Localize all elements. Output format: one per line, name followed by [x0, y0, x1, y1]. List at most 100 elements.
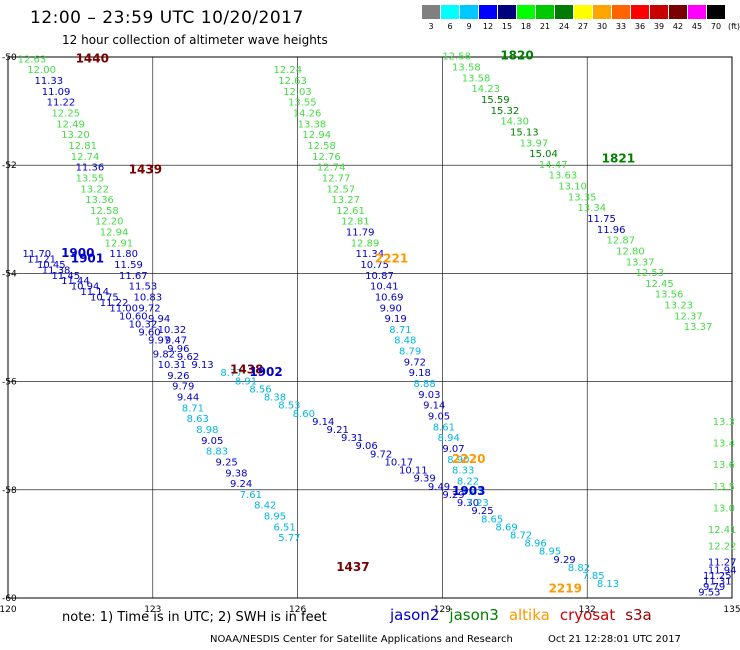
- wave-height-value: 12.53: [635, 268, 664, 279]
- wave-height-value: 9.90: [380, 303, 402, 314]
- wave-height-value: 12.45: [645, 279, 674, 290]
- scale-label: 21: [539, 22, 551, 31]
- wave-height-value: 11.67: [119, 271, 148, 282]
- scale-swatch: [479, 5, 497, 19]
- wave-height-value: 8.61: [433, 422, 455, 433]
- wave-height-value: 10.69: [375, 292, 404, 303]
- wave-height-value: 11.34: [356, 249, 385, 260]
- wave-height-value: 8.60: [293, 409, 315, 420]
- wave-height-value: 11.14: [80, 287, 109, 298]
- wave-height-value: 9.79: [703, 582, 725, 593]
- wave-height-value: 13.22: [80, 184, 109, 195]
- track-label: 1902: [249, 365, 282, 379]
- scale-swatch: [498, 5, 516, 19]
- scale-swatch: [707, 5, 725, 19]
- wave-height-value: 12.63: [18, 54, 47, 65]
- wave-height-value: 10.60: [119, 311, 148, 322]
- wave-height-value: 12.00: [27, 65, 56, 76]
- wave-height-value: 13.23: [664, 301, 693, 312]
- grid: [7, 56, 733, 599]
- wave-height-value: 13.37: [626, 257, 655, 268]
- wave-height-value: 12.24: [273, 65, 302, 76]
- wave-height-value: 10.83: [133, 292, 162, 303]
- wave-height-value: 9.47: [165, 336, 187, 347]
- wave-height-value: 13.3: [713, 417, 735, 428]
- wave-height-value: 11.45: [51, 271, 80, 282]
- wave-height-value: 7.61: [240, 490, 262, 501]
- wave-height-value: 13.34: [578, 203, 607, 214]
- scale-swatch: [669, 5, 687, 19]
- wave-height-value: 12.58: [442, 52, 471, 63]
- scale-swatch: [460, 5, 478, 19]
- wave-height-value: 12.87: [607, 236, 636, 247]
- wave-height-value: 9.39: [413, 474, 435, 485]
- scale-label: 3: [428, 22, 434, 31]
- wave-height-value: 13.63: [549, 171, 578, 182]
- wave-height-value: 8.88: [413, 379, 435, 390]
- wave-height-value: 12.61: [336, 206, 365, 217]
- scale-label: 70: [710, 22, 722, 31]
- legend-item: jason3: [449, 606, 499, 624]
- track-label: 1437: [336, 560, 369, 574]
- wave-height-value: 9.79: [172, 382, 194, 393]
- wave-height-value: 12.80: [616, 246, 645, 257]
- wave-height-value: 8.22: [457, 476, 479, 487]
- scale-label: 18: [520, 22, 532, 31]
- wave-height-value: 12.74: [317, 163, 346, 174]
- track-label: 1439: [129, 162, 162, 176]
- track-label: 2220: [452, 452, 485, 466]
- wave-height-value: 12.81: [68, 141, 97, 152]
- wave-height-value: 8.69: [495, 522, 517, 533]
- wave-height-value: 11.36: [76, 163, 105, 174]
- wave-height-value: 12.58: [90, 206, 119, 217]
- wave-height-value: 8.94: [438, 433, 460, 444]
- wave-height-value: 8.53: [278, 401, 300, 412]
- timestamp: Oct 21 12:28:01 UTC 2017: [548, 634, 681, 645]
- wave-height-value: 10.45: [37, 260, 66, 271]
- data-points: 12.6312.0011.3311.0911.2212.2512.4913.20…: [18, 52, 737, 599]
- y-tick-label: -60: [2, 594, 17, 604]
- wave-height-value: 8.65: [481, 514, 503, 525]
- wave-height-value: 11.44: [61, 276, 90, 287]
- wave-height-value: 13.37: [684, 322, 713, 333]
- wave-height-value: 15.04: [529, 149, 558, 160]
- scale-label: 6: [447, 22, 453, 31]
- wave-height-value: 9.06: [356, 441, 378, 452]
- wave-height-value: 9.13: [191, 360, 213, 371]
- wave-height-value: 13.35: [568, 192, 597, 203]
- wave-height-value: 12.20: [95, 217, 124, 228]
- wave-height-value: 12.91: [105, 238, 134, 249]
- wave-height-value: 13.6: [713, 460, 735, 471]
- wave-height-value: 8.48: [394, 336, 416, 347]
- wave-height-value: 15.13: [510, 127, 539, 138]
- wave-height-value: 11.33: [35, 76, 64, 87]
- wave-height-value: 11.53: [129, 282, 158, 293]
- wave-height-value: 8.79: [399, 347, 421, 358]
- wave-height-value: 10.41: [370, 282, 399, 293]
- wave-height-value: 12.37: [674, 311, 703, 322]
- wave-height-value: 9.97: [148, 336, 170, 347]
- wave-height-value: 10.32: [129, 320, 158, 331]
- wave-height-value: 11.22: [100, 298, 129, 309]
- scale-swatch: [593, 5, 611, 19]
- page-subtitle: 12 hour collection of altimeter wave hei…: [62, 33, 328, 47]
- wave-height-value: 12.25: [51, 109, 80, 120]
- wave-height-value: 9.44: [177, 393, 199, 404]
- track-label: 2221: [375, 252, 408, 266]
- wave-height-value: 12.41: [708, 525, 737, 536]
- scale-label: 27: [577, 22, 589, 31]
- scale-swatch: [574, 5, 592, 19]
- wave-height-value: 8.83: [206, 447, 228, 458]
- y-tick-label: -50: [2, 53, 17, 63]
- wave-height-value: 9.38: [225, 468, 247, 479]
- x-tick-label: 132: [579, 605, 596, 615]
- wave-height-value: 10.75: [360, 260, 389, 271]
- wave-height-value: 12.57: [327, 184, 356, 195]
- scale-swatch: [688, 5, 706, 19]
- legend-item: jason2: [390, 606, 440, 624]
- wave-height-value: 12.74: [71, 152, 100, 163]
- wave-height-value: 13.0: [713, 503, 735, 514]
- scale-label: 12: [482, 22, 494, 31]
- wave-height-value: 8.91: [235, 376, 257, 387]
- wave-height-value: 9.29: [553, 555, 575, 566]
